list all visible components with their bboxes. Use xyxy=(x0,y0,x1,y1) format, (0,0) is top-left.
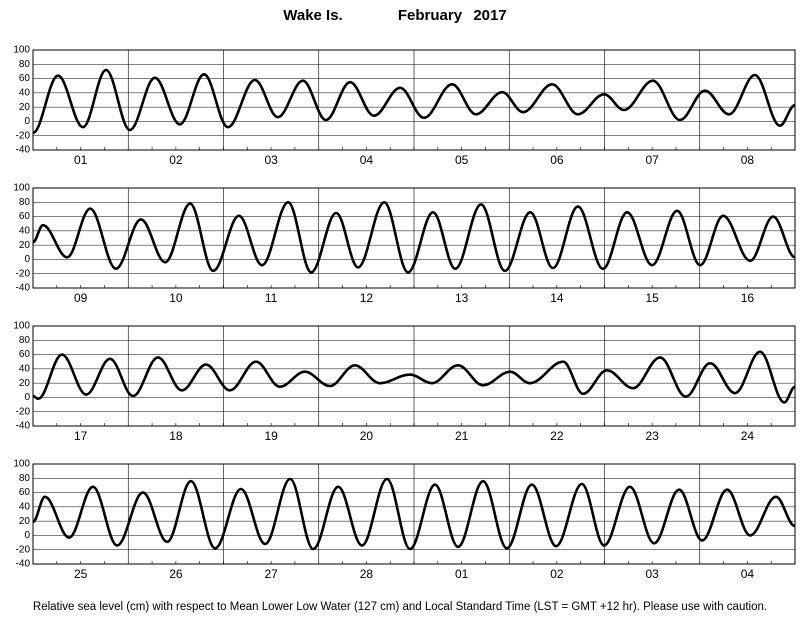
x-tick-label: 08 xyxy=(741,153,755,167)
y-tick-label: -20 xyxy=(16,130,31,141)
x-tick-label: 13 xyxy=(455,291,469,305)
x-tick-label: 03 xyxy=(645,567,659,581)
y-tick-label: 100 xyxy=(13,321,30,332)
y-tick-label: 60 xyxy=(19,73,31,84)
x-tick-label: 05 xyxy=(455,153,469,167)
y-tick-label: 80 xyxy=(19,59,31,70)
y-tick-label: 0 xyxy=(24,254,30,265)
y-tick-label: 20 xyxy=(19,102,31,113)
x-tick-label: 04 xyxy=(360,153,374,167)
tide-line xyxy=(32,477,796,551)
x-tick-label: 03 xyxy=(264,153,278,167)
y-tick-label: 60 xyxy=(19,211,31,222)
x-tick-label: 27 xyxy=(264,567,278,581)
y-tick-label: -40 xyxy=(16,421,31,432)
x-tick-label: 11 xyxy=(265,291,278,305)
x-tick-label: 15 xyxy=(645,291,659,305)
x-tick-label: 18 xyxy=(169,429,183,443)
y-tick-label: 40 xyxy=(19,87,31,98)
x-tick-label: 28 xyxy=(360,567,374,581)
tide-line xyxy=(32,200,796,274)
x-tick-label: 16 xyxy=(741,291,755,305)
x-tick-label: 02 xyxy=(169,153,183,167)
y-tick-label: -40 xyxy=(16,283,31,294)
x-tick-label: 07 xyxy=(645,153,659,167)
y-tick-label: 40 xyxy=(19,225,31,236)
x-tick-label: 01 xyxy=(74,153,88,167)
tide-line xyxy=(32,350,796,404)
y-tick-label: -40 xyxy=(16,559,31,570)
plot-frame xyxy=(32,49,796,151)
chart-month: February xyxy=(398,7,463,24)
x-tick-label: 01 xyxy=(455,567,469,581)
y-tick-label: 0 xyxy=(24,392,30,403)
y-tick-label: 0 xyxy=(24,116,30,127)
y-tick-label: 20 xyxy=(19,240,31,251)
x-tick-label: 14 xyxy=(550,291,564,305)
y-tick-label: 80 xyxy=(19,197,31,208)
x-tick-label: 23 xyxy=(645,429,659,443)
x-tick-label: 19 xyxy=(264,429,278,443)
x-tick-label: 02 xyxy=(550,567,564,581)
x-tick-label: 04 xyxy=(741,567,755,581)
y-tick-label: 80 xyxy=(19,335,31,346)
y-tick-label: 40 xyxy=(19,363,31,374)
plot-frame xyxy=(32,463,796,565)
y-tick-label: 0 xyxy=(24,530,30,541)
y-tick-label: 100 xyxy=(13,459,30,470)
chart-title: Wake Is. xyxy=(283,7,342,24)
y-tick-label: 40 xyxy=(19,501,31,512)
y-tick-label: -20 xyxy=(16,406,31,417)
x-tick-label: 06 xyxy=(550,153,564,167)
y-tick-label: 60 xyxy=(19,487,31,498)
y-tick-label: 100 xyxy=(13,183,30,194)
y-tick-label: -40 xyxy=(16,145,31,156)
plot-frame xyxy=(32,187,796,289)
x-tick-label: 17 xyxy=(74,429,88,443)
x-tick-label: 21 xyxy=(455,429,469,443)
y-tick-label: -20 xyxy=(16,544,31,555)
x-tick-label: 24 xyxy=(741,429,755,443)
y-tick-label: 20 xyxy=(19,378,31,389)
x-tick-label: 25 xyxy=(74,567,88,581)
x-tick-label: 09 xyxy=(74,291,88,305)
chart-year: 2017 xyxy=(473,7,506,24)
x-tick-label: 26 xyxy=(169,567,183,581)
y-tick-label: 60 xyxy=(19,349,31,360)
x-tick-label: 12 xyxy=(360,291,374,305)
y-tick-label: 20 xyxy=(19,516,31,527)
y-tick-label: 80 xyxy=(19,473,31,484)
x-tick-label: 20 xyxy=(360,429,374,443)
tide-line xyxy=(32,68,796,135)
x-tick-label: 22 xyxy=(550,429,564,443)
y-tick-label: 100 xyxy=(13,45,30,56)
plot-frame xyxy=(32,325,796,427)
x-tick-label: 10 xyxy=(169,291,183,305)
footnote: Relative sea level (cm) with respect to … xyxy=(33,601,767,613)
y-tick-label: -20 xyxy=(16,268,31,279)
